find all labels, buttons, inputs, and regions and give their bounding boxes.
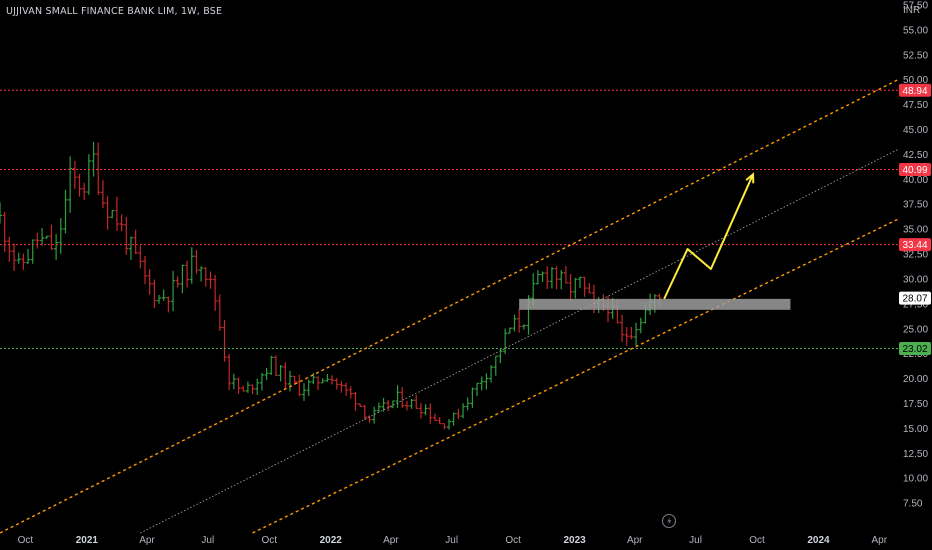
support-zone-box[interactable]	[519, 298, 791, 310]
time-tick-label: Apr	[627, 535, 643, 546]
time-tick-label: Jul	[689, 535, 702, 546]
time-tick-label: Oct	[18, 535, 34, 546]
level-tag: 40.99	[902, 165, 927, 176]
trend-channel	[0, 79, 899, 534]
lightning-icon-ring	[661, 513, 677, 529]
level-tag: 33.44	[902, 240, 927, 251]
time-tick-label: Apr	[872, 535, 888, 546]
jump-to-realtime-button[interactable]	[661, 513, 677, 529]
price-bars	[0, 142, 662, 430]
level-tag-bg	[899, 83, 931, 97]
price-tick-label: 30.00	[903, 274, 928, 285]
time-tick-label: 2021	[76, 535, 99, 546]
projection-arrowhead	[745, 172, 755, 184]
price-tick-label: 50.00	[903, 75, 928, 86]
horizontal-levels	[0, 89, 898, 349]
level-tag: 23.02	[902, 344, 927, 355]
projection-path	[663, 172, 755, 300]
price-tick-label: 40.00	[903, 175, 928, 186]
support-zone	[519, 298, 791, 310]
price-tick-label: 35.00	[903, 225, 928, 236]
time-tick-label: Oct	[261, 535, 277, 546]
price-axis[interactable]: INR7.5010.0012.5015.0017.5020.0022.5025.…	[903, 0, 928, 509]
price-tick-label: 42.50	[903, 150, 928, 161]
level-tag-bg	[899, 238, 931, 252]
price-tick-label: 55.00	[903, 25, 928, 36]
time-tick-label: 2023	[563, 535, 586, 546]
time-tick-label: Oct	[749, 535, 765, 546]
price-tick-label: 27.50	[903, 299, 928, 310]
price-tick-label: 37.50	[903, 200, 928, 211]
price-tick-label: 17.50	[903, 399, 928, 410]
price-tick-label: 15.00	[903, 424, 928, 435]
level-tag-bg	[899, 162, 931, 176]
time-tick-label: Jul	[445, 535, 458, 546]
price-tick-label: 20.00	[903, 374, 928, 385]
price-tick-label: 52.50	[903, 50, 928, 61]
price-tick-label: 47.50	[903, 100, 928, 111]
level-tag-bg	[899, 341, 931, 355]
time-tick-label: 2022	[320, 535, 343, 546]
time-tick-label: Apr	[383, 535, 399, 546]
symbol-title: UJJIVAN SMALL FINANCE BANK LIM, 1W, BSE	[6, 6, 223, 17]
last-price-tag: 28.07	[902, 294, 927, 305]
price-tick-label: 32.50	[903, 250, 928, 261]
time-tick-label: Oct	[505, 535, 521, 546]
price-tick-label: 25.00	[903, 324, 928, 335]
time-axis[interactable]: Oct 2021 Apr Jul Oct 2022 Apr Jul Oct 2023 Apr Jul O…	[18, 535, 888, 546]
projection-line[interactable]	[663, 173, 754, 300]
lightning-icon	[667, 516, 672, 526]
time-tick-label: 2024	[807, 535, 830, 546]
price-tick-label: 7.50	[903, 499, 923, 510]
price-tags: 48.94 40.99 33.44 23.02 28.07	[899, 83, 931, 355]
level-tag: 48.94	[902, 86, 927, 97]
time-tick-label: Jul	[201, 535, 214, 546]
currency-label: INR	[903, 5, 920, 16]
time-tick-label: Apr	[139, 535, 155, 546]
channel-middle-line	[140, 149, 899, 534]
price-tick-label: 45.00	[903, 125, 928, 136]
price-tick-label: 57.50	[903, 0, 928, 11]
last-price-tag-bg	[899, 291, 931, 305]
price-tick-label: 10.00	[903, 474, 928, 485]
price-tick-label: 12.50	[903, 449, 928, 460]
